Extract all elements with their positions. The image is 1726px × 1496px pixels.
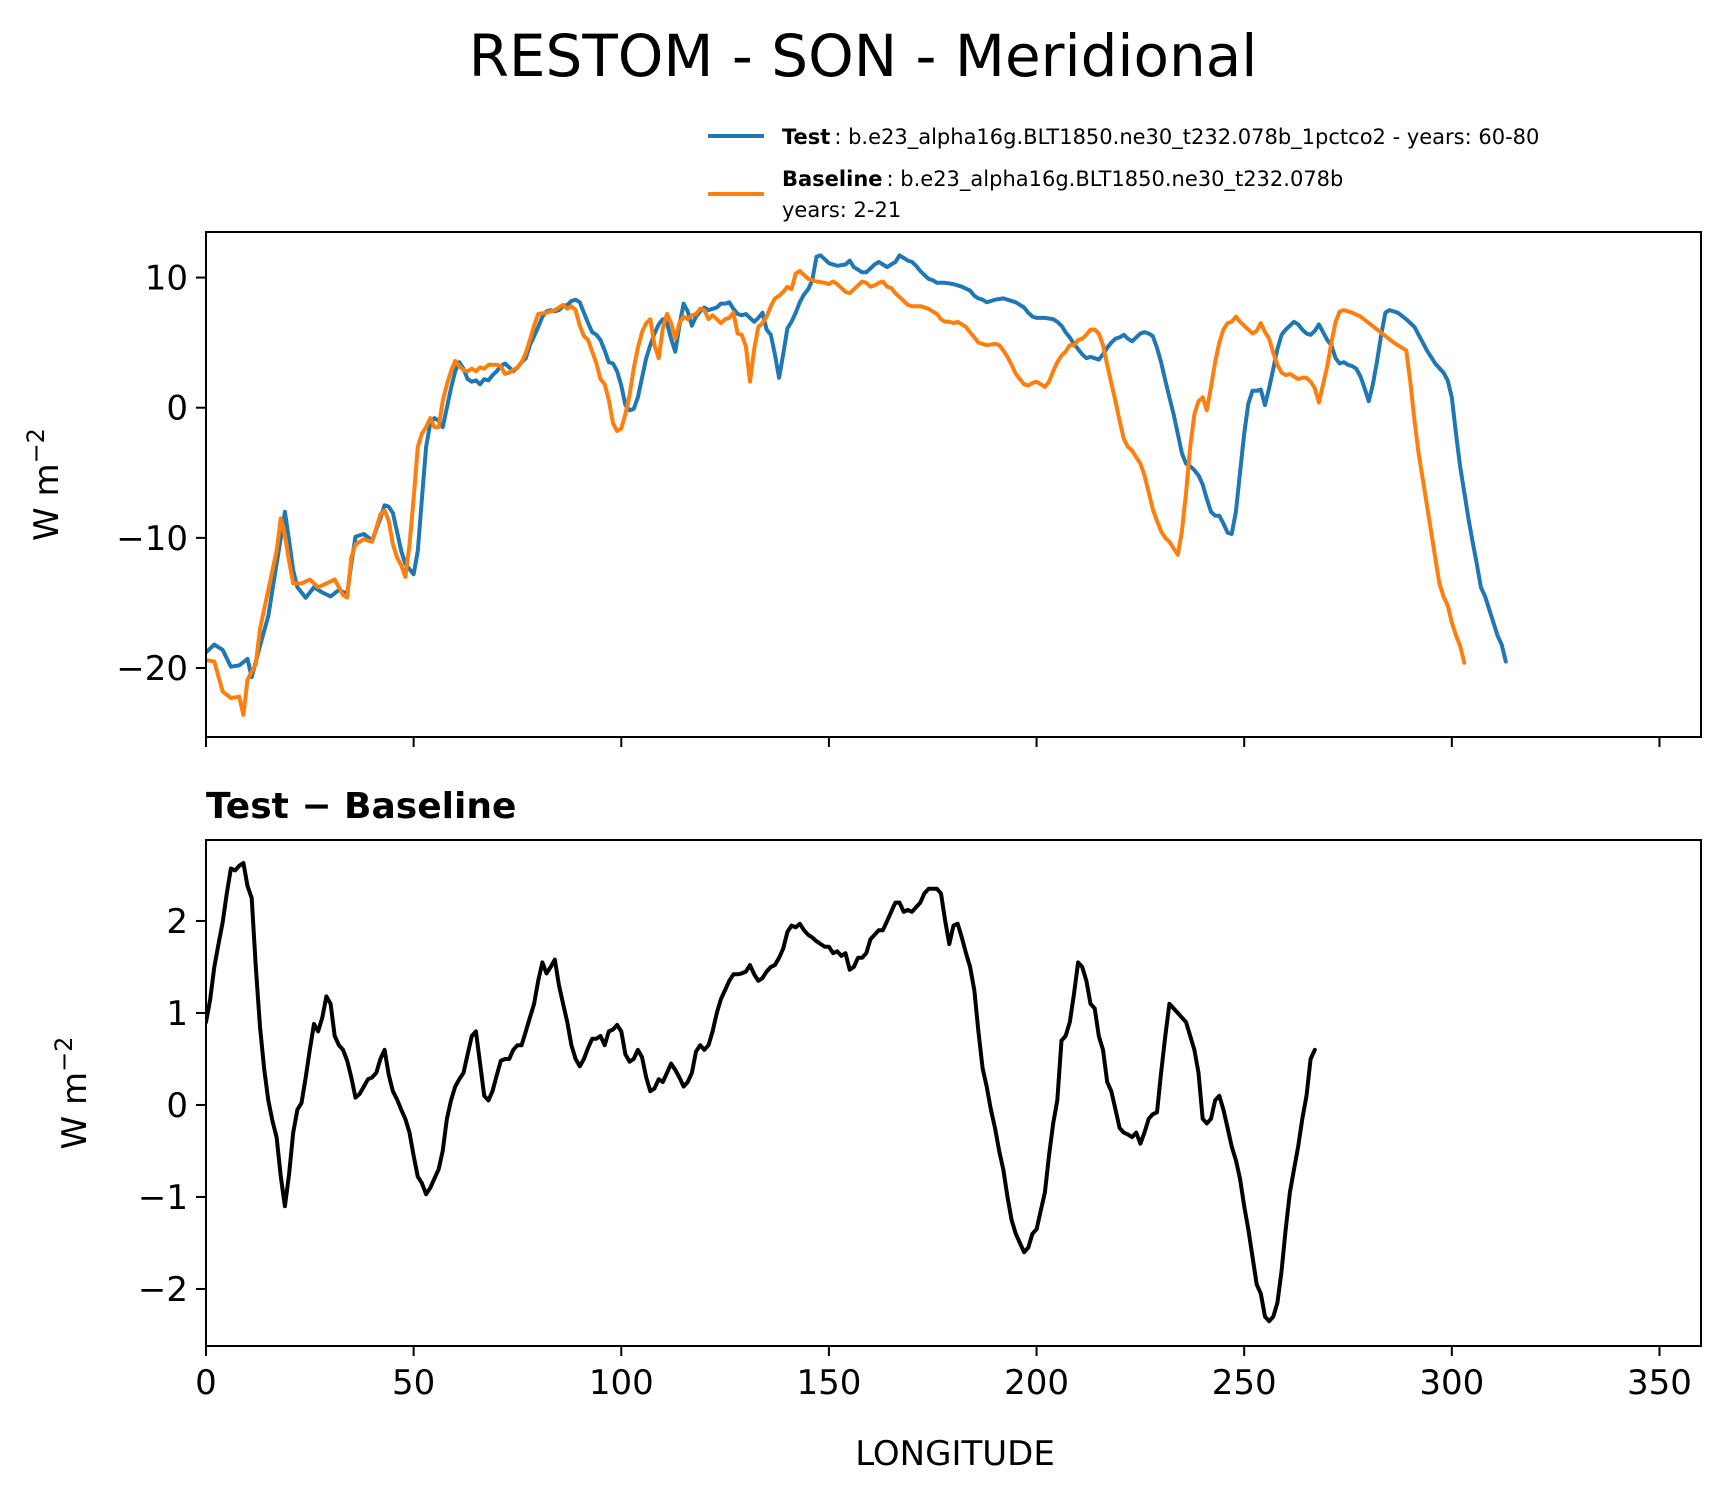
bottom-y-tick-label: 0 (166, 1086, 188, 1126)
x-tick-label: 100 (589, 1363, 654, 1403)
x-tick-label: 200 (1004, 1363, 1069, 1403)
bottom-panel: −2 −1 0 1 2 0 50 100 150 200 250 300 350 W m−2 Test − … (50, 786, 1702, 1403)
top-series-baseline (206, 269, 1467, 717)
top-y-tick-label: −10 (116, 519, 188, 559)
legend: Test: b.e23_alpha16g.BLT1850.ne30_t232.0… (708, 125, 1539, 222)
top-y-axis-label: W m−2 (22, 428, 67, 541)
bottom-y-tick-label: −1 (138, 1178, 188, 1218)
x-tick-label: 50 (392, 1363, 435, 1403)
top-y-tick-label: 0 (166, 389, 188, 429)
bottom-plot-frame (205, 839, 1702, 1347)
x-tick-label: 350 (1627, 1363, 1692, 1403)
x-tick-label: 0 (195, 1363, 217, 1403)
bottom-panel-title: Test − Baseline (206, 786, 516, 827)
legend-entry-baseline: Baseline: b.e23_alpha16g.BLT1850.ne30_t2… (782, 167, 1343, 192)
top-panel: −20 −10 0 10 W m−2 (22, 231, 1702, 747)
top-y-tick-label: 10 (145, 259, 188, 299)
bottom-y-axis-label: W m−2 (50, 1037, 95, 1150)
legend-entry-baseline-years: years: 2-21 (782, 198, 901, 222)
bottom-series-test-baseline (206, 861, 1317, 1324)
x-axis-label: LONGITUDE (855, 1434, 1055, 1474)
x-tick-label: 250 (1212, 1363, 1277, 1403)
bottom-y-tick-label: −2 (138, 1270, 188, 1310)
bottom-y-tick-label: 1 (166, 994, 188, 1034)
top-plot-frame (205, 231, 1702, 738)
x-tick-label: 300 (1419, 1363, 1484, 1403)
legend-entry-test: Test: b.e23_alpha16g.BLT1850.ne30_t232.0… (782, 125, 1539, 150)
bottom-y-tick-label: 2 (166, 902, 188, 942)
x-tick-label: 150 (796, 1363, 861, 1403)
top-y-tick-label: −20 (116, 649, 188, 689)
top-series-test (206, 253, 1508, 680)
chart-title: RESTOM - SON - Meridional (469, 22, 1258, 90)
